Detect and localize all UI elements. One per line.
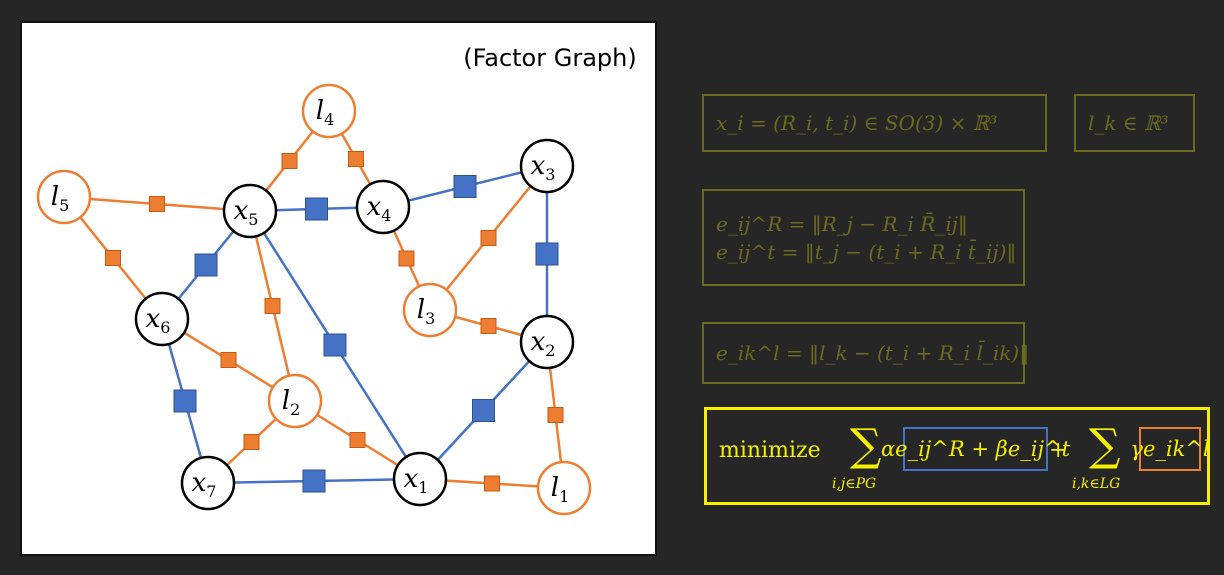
pose-factor-x4-x3 <box>453 175 477 198</box>
node-circle-x2 <box>519 314 575 370</box>
node-circle-x5 <box>222 183 278 239</box>
pose-factor-x1-x7 <box>302 469 326 493</box>
node-x6: x6 <box>134 291 190 347</box>
pose-term-box: αe_ij^R + βe_ij^t <box>881 427 1070 471</box>
pose-sum-symbol: ∑ <box>850 420 882 471</box>
landmark-factor-x3-l3 <box>480 230 497 246</box>
node-label-x6: x6 <box>146 304 171 337</box>
landmark-factor-x6-l2 <box>220 352 237 368</box>
node-circle-l4 <box>301 83 357 139</box>
pose-factor-x2-x1 <box>472 399 495 422</box>
pose-state-box: x_i = (R_i, t_i) ∈ SO(3) × ℝ³ <box>702 94 1047 152</box>
factor-graph: x1 x2 x3 x4 x5 x6 x7 l1 l2 l3 l4 l5 (Factor Graph) <box>36 44 637 516</box>
pose-factor-x3-x2 <box>535 242 559 266</box>
node-circle-l2 <box>267 373 323 429</box>
factor-layer <box>105 151 564 493</box>
landmark-factor-x1-l1 <box>484 475 500 492</box>
node-x1: x1 <box>392 451 448 507</box>
landmark-factor-l5-x5 <box>149 196 165 212</box>
landmark-factor-l2-x7 <box>243 434 260 450</box>
node-label-l3: l3 <box>417 295 436 328</box>
landmark-state-box: l_k ∈ ℝ³ <box>1074 94 1195 152</box>
node-circle-l5 <box>36 169 92 225</box>
minimize-label: minimize <box>719 438 821 463</box>
node-label-l5: l5 <box>51 182 70 215</box>
node-label-l1: l1 <box>551 473 570 506</box>
node-l3: l3 <box>402 282 458 338</box>
objective-box: minimize ∑ i,j∈PG αe_ij^R + βe_ij^t + ∑ … <box>704 407 1210 505</box>
node-label-x7: x7 <box>192 468 217 501</box>
landmark-term: γe_ik^l <box>1130 437 1210 461</box>
node-label-x1: x1 <box>404 464 429 497</box>
node-label-x2: x2 <box>531 327 556 360</box>
rotation-error-equation: e_ij^R = ‖R_j − R_i R̄_ij‖ <box>716 211 968 236</box>
node-layer: x1 x2 x3 x4 x5 x6 x7 l1 l2 l3 l4 l5 <box>36 83 592 516</box>
node-x7: x7 <box>180 455 236 511</box>
node-label-x4: x4 <box>367 192 392 225</box>
node-label-l4: l4 <box>316 96 335 129</box>
landmark-factor-x5-l2 <box>264 298 281 314</box>
node-label-x5: x5 <box>234 196 259 229</box>
landmark-error-equation: e_ik^l = ‖l_k − (t_i + R_i l̄_ik)‖ <box>716 341 1030 365</box>
pose-sum-subscript: i,j∈PG <box>832 476 877 492</box>
pose-state-equation: x_i = (R_i, t_i) ∈ SO(3) × ℝ³ <box>716 111 998 135</box>
factor-graph-panel: x1 x2 x3 x4 x5 x6 x7 l1 l2 l3 l4 l5 (Factor Graph) <box>20 21 657 556</box>
node-l1: l1 <box>536 460 592 516</box>
landmark-sum-symbol: ∑ <box>1089 420 1121 471</box>
node-label-l2: l2 <box>282 386 301 419</box>
node-label-x3: x3 <box>531 151 556 184</box>
landmark-state-equation: l_k ∈ ℝ³ <box>1088 111 1169 135</box>
node-x4: x4 <box>355 179 411 235</box>
landmark-factor-l2-x1 <box>349 432 366 448</box>
edge-layer <box>63 110 566 490</box>
node-circle-x6 <box>134 291 190 347</box>
node-l2: l2 <box>267 373 323 429</box>
node-x5: x5 <box>222 183 278 239</box>
node-circle-x4 <box>355 179 411 235</box>
node-circle-l3 <box>402 282 458 338</box>
node-l5: l5 <box>36 169 92 225</box>
plus-sign: + <box>1049 438 1068 463</box>
landmark-error-box: e_ik^l = ‖l_k − (t_i + R_i l̄_ik)‖ <box>702 322 1030 384</box>
landmark-factor-l5-x6 <box>105 250 121 266</box>
landmark-sum-subscript: i,k∈LG <box>1072 476 1121 492</box>
landmark-factor-x4-l3 <box>398 250 415 267</box>
pose-term: αe_ij^R + βe_ij^t <box>880 437 1071 461</box>
pose-factor-x5-x1 <box>323 333 347 357</box>
node-x3: x3 <box>519 138 575 194</box>
landmark-factor-l4-x5 <box>281 153 298 169</box>
node-circle-x7 <box>180 455 236 511</box>
pose-factor-x6-x5 <box>194 253 218 277</box>
pose-error-box: e_ij^R = ‖R_j − R_i R̄_ij‖ e_ij^t = ‖t_j… <box>702 189 1025 286</box>
node-l4: l4 <box>301 83 357 139</box>
node-x2: x2 <box>519 314 575 370</box>
node-circle-x1 <box>392 451 448 507</box>
graph-title: (Factor Graph) <box>463 44 636 72</box>
translation-error-equation: e_ij^t = ‖t_j − (t_i + R_i t̄_ij)‖ <box>716 239 1017 264</box>
pose-factor-x7-x6 <box>173 389 197 413</box>
pose-factor-x5-x4 <box>305 197 328 221</box>
landmark-factor-l3-x2 <box>480 318 497 334</box>
landmark-factor-x2-l1 <box>547 407 564 423</box>
node-circle-x3 <box>519 138 575 194</box>
landmark-term-box: γe_ik^l <box>1130 427 1210 471</box>
landmark-factor-l4-x4 <box>348 151 364 167</box>
node-circle-l1 <box>536 460 592 516</box>
